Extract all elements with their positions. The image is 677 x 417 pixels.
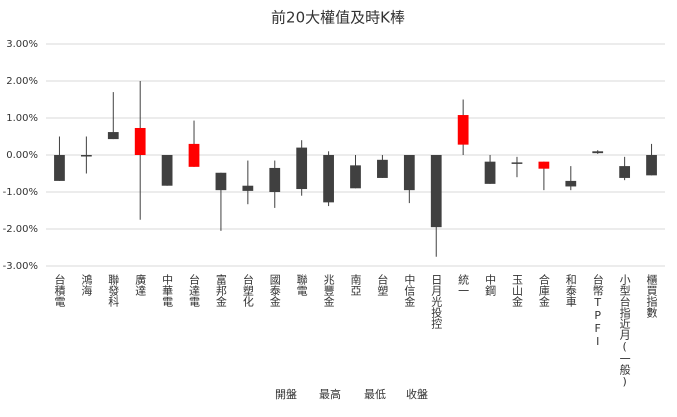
- candle-body: [215, 172, 227, 191]
- candle-body: [377, 159, 388, 178]
- x-tick-label: 小型台指近月(一般): [618, 274, 631, 388]
- x-tick-label: 中華電: [161, 274, 174, 307]
- candle-body: [538, 161, 550, 169]
- candle-body: [350, 165, 361, 189]
- x-tick-label: 玉山金: [510, 274, 523, 307]
- candle-body: [646, 155, 657, 176]
- x-tick-label: 櫃買指數: [645, 273, 658, 319]
- candle-body: [592, 151, 604, 154]
- candle-body: [511, 162, 523, 164]
- x-tick-label: 台塑化: [241, 273, 254, 308]
- x-tick-label: 聯電: [295, 274, 308, 296]
- x-tick-label: 統一: [457, 273, 470, 296]
- legend-label: 開盤: [275, 388, 297, 401]
- candle-body: [269, 167, 281, 192]
- y-tick-label: -1.00%: [3, 187, 38, 198]
- candle-body: [161, 155, 173, 186]
- x-tick-label: 中信金: [403, 274, 416, 307]
- chart-title: 前20大權值及時K棒: [271, 9, 405, 27]
- y-tick-label: -2.00%: [3, 224, 38, 235]
- y-tick-label: 0.00%: [6, 150, 38, 161]
- x-tick-label: 台達電: [188, 273, 201, 307]
- x-tick-label: 台塑: [376, 273, 389, 296]
- candle-body: [565, 180, 577, 187]
- candle-body: [323, 155, 334, 203]
- legend-label: 最低: [364, 388, 386, 401]
- x-tick-label: 中鋼: [484, 274, 497, 297]
- x-tick-label: 台幣TPFI: [591, 273, 604, 348]
- candle-body: [54, 155, 65, 181]
- candle-body: [107, 132, 119, 140]
- x-tick-label: 台積電: [53, 273, 66, 307]
- x-tick-label: 富邦金: [214, 273, 227, 307]
- candle-body: [484, 161, 496, 184]
- candle-body: [296, 147, 308, 190]
- candle-body: [80, 155, 92, 157]
- legend-label: 最高: [319, 387, 341, 401]
- legend-label: 收盤: [406, 387, 428, 401]
- x-tick-label: 合庫金: [537, 273, 550, 307]
- candle-body: [188, 143, 200, 167]
- x-tick-label: 國泰金: [268, 274, 281, 307]
- candle-body: [457, 115, 469, 145]
- x-tick-label: 和泰車: [564, 274, 577, 308]
- x-tick-label: 鴻海: [80, 273, 93, 297]
- x-tick-label: 聯發科: [107, 274, 120, 307]
- x-tick-label: 廣達: [134, 273, 147, 296]
- candle-body: [619, 166, 631, 178]
- x-tick-label: 日月光投控: [430, 274, 443, 329]
- x-tick-label: 南亞: [349, 274, 362, 296]
- y-tick-label: 3.00%: [6, 39, 38, 50]
- x-tick-label: 兆豐金: [322, 274, 335, 307]
- candle-body: [242, 185, 254, 191]
- y-tick-label: -3.00%: [3, 261, 38, 272]
- candle-body: [134, 127, 146, 155]
- y-tick-label: 1.00%: [6, 113, 38, 124]
- candle-body: [430, 155, 442, 228]
- y-tick-label: 2.00%: [6, 76, 38, 87]
- candle-body: [403, 155, 415, 191]
